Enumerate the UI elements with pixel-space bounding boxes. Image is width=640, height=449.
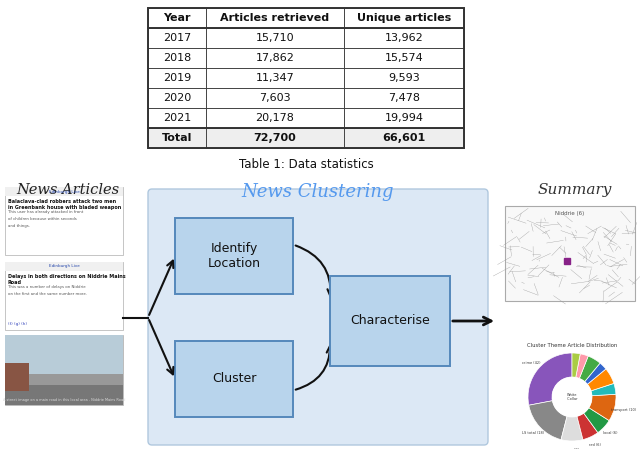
Bar — [148, 88, 206, 108]
Text: Cluster: Cluster — [212, 373, 256, 386]
Bar — [206, 88, 344, 108]
Bar — [206, 68, 344, 88]
Text: LS total (18): LS total (18) — [522, 431, 545, 435]
Text: local (6): local (6) — [604, 431, 618, 435]
Bar — [5, 385, 123, 405]
Text: of children because within seconds: of children because within seconds — [8, 217, 77, 221]
Text: 13,962: 13,962 — [385, 33, 424, 43]
Wedge shape — [591, 383, 616, 396]
Bar — [5, 187, 123, 196]
Text: 17,862: 17,862 — [255, 53, 294, 63]
Bar — [148, 28, 206, 48]
Text: 15,710: 15,710 — [256, 33, 294, 43]
Text: Characterise: Characterise — [350, 314, 430, 327]
Bar — [5, 335, 123, 405]
Text: 66,601: 66,601 — [382, 133, 426, 143]
Text: 19,994: 19,994 — [385, 113, 424, 123]
Bar — [5, 363, 29, 391]
Text: on the first and the same number more.: on the first and the same number more. — [8, 292, 87, 296]
Bar — [344, 8, 464, 28]
Text: crime (42): crime (42) — [522, 361, 540, 365]
Text: Edinburgh Live: Edinburgh Live — [49, 189, 79, 194]
FancyBboxPatch shape — [175, 341, 293, 417]
Text: A street image on a main road in this local area - Niddrie Mains Road: A street image on a main road in this lo… — [3, 398, 125, 402]
Bar — [206, 128, 344, 148]
Circle shape — [552, 377, 592, 417]
Text: 2017: 2017 — [163, 33, 191, 43]
Text: 72,700: 72,700 — [253, 133, 296, 143]
Bar — [344, 128, 464, 148]
Text: red (6): red (6) — [589, 443, 600, 447]
Text: and things.: and things. — [8, 224, 30, 228]
Text: Cluster Theme Article Distribution: Cluster Theme Article Distribution — [527, 343, 617, 348]
Wedge shape — [585, 363, 606, 384]
Text: White
 Collar: White Collar — [566, 393, 578, 401]
FancyBboxPatch shape — [148, 189, 488, 445]
Text: 7,478: 7,478 — [388, 93, 420, 103]
Text: Unique articles: Unique articles — [357, 13, 451, 23]
Wedge shape — [561, 416, 583, 441]
Wedge shape — [577, 413, 598, 440]
Bar — [148, 68, 206, 88]
Text: 9,593: 9,593 — [388, 73, 420, 83]
Text: 15,574: 15,574 — [385, 53, 424, 63]
Bar — [5, 335, 123, 374]
Bar — [148, 8, 206, 28]
Bar — [5, 187, 123, 255]
Text: Table 1: Data statistics: Table 1: Data statistics — [239, 158, 373, 171]
FancyBboxPatch shape — [330, 276, 450, 366]
Bar — [206, 28, 344, 48]
Bar — [148, 8, 464, 148]
Wedge shape — [588, 369, 614, 391]
Wedge shape — [529, 401, 567, 440]
Bar — [206, 108, 344, 128]
Bar — [148, 48, 206, 68]
Text: News Clustering: News Clustering — [242, 183, 394, 201]
Text: Niddrie (6): Niddrie (6) — [556, 211, 584, 216]
Bar — [206, 8, 344, 28]
Bar — [5, 262, 123, 271]
Bar — [344, 48, 464, 68]
Text: transport (10): transport (10) — [611, 408, 636, 412]
Text: 2020: 2020 — [163, 93, 191, 103]
Text: 20,178: 20,178 — [255, 113, 294, 123]
FancyBboxPatch shape — [175, 218, 293, 294]
Bar — [344, 108, 464, 128]
Bar — [148, 128, 206, 148]
Text: Year: Year — [163, 13, 191, 23]
Text: 2021: 2021 — [163, 113, 191, 123]
Wedge shape — [584, 408, 609, 432]
Text: Articles retrieved: Articles retrieved — [220, 13, 330, 23]
Text: Total: Total — [162, 133, 192, 143]
Text: grey (8): grey (8) — [565, 448, 579, 449]
Text: News Articles: News Articles — [17, 183, 120, 197]
Bar — [344, 28, 464, 48]
Bar — [344, 68, 464, 88]
Wedge shape — [576, 354, 588, 379]
Bar — [206, 48, 344, 68]
Text: 7,603: 7,603 — [259, 93, 291, 103]
Text: (f) (g) (h): (f) (g) (h) — [8, 322, 27, 326]
Wedge shape — [579, 356, 600, 382]
Text: Delays in both directions on Niddrie Mains
Road: Delays in both directions on Niddrie Mai… — [8, 274, 125, 285]
Text: 2018: 2018 — [163, 53, 191, 63]
Text: Edinburgh Live: Edinburgh Live — [49, 264, 79, 269]
Text: Summary: Summary — [538, 183, 612, 197]
Wedge shape — [572, 353, 580, 377]
Bar — [5, 262, 123, 330]
Bar — [148, 128, 464, 148]
Text: Balaclava-clad robbers attack two men
in Greenbank house with bladed weapon: Balaclava-clad robbers attack two men in… — [8, 199, 121, 210]
Text: This user has already attacked in front: This user has already attacked in front — [8, 210, 83, 214]
Bar — [148, 108, 206, 128]
Text: Identify
Location: Identify Location — [207, 242, 260, 270]
Wedge shape — [528, 353, 572, 405]
Wedge shape — [589, 394, 616, 421]
Bar — [505, 206, 635, 301]
Bar — [344, 88, 464, 108]
Text: 2019: 2019 — [163, 73, 191, 83]
Text: 11,347: 11,347 — [255, 73, 294, 83]
Text: This was a number of delays on Niddrie: This was a number of delays on Niddrie — [8, 285, 86, 289]
